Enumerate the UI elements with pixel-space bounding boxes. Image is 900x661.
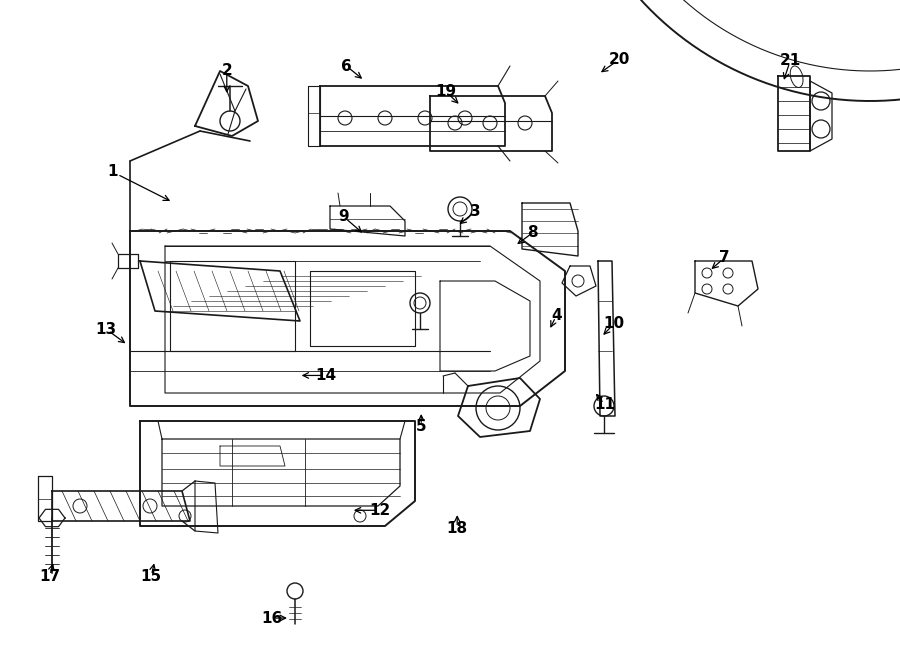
Text: 2: 2: [221, 63, 232, 78]
Text: 13: 13: [95, 322, 117, 336]
Text: 18: 18: [446, 522, 468, 536]
Text: 10: 10: [603, 317, 625, 331]
Text: 16: 16: [261, 611, 283, 625]
Text: 21: 21: [779, 54, 801, 68]
Text: 17: 17: [39, 569, 60, 584]
Text: 4: 4: [551, 309, 562, 323]
Text: 11: 11: [594, 397, 616, 412]
Text: 1: 1: [107, 165, 118, 179]
Text: 19: 19: [435, 84, 456, 98]
Text: 8: 8: [527, 225, 538, 240]
Text: 14: 14: [315, 368, 337, 383]
Text: 3: 3: [470, 204, 481, 219]
Text: 6: 6: [341, 59, 352, 73]
Text: 5: 5: [416, 419, 427, 434]
Text: 15: 15: [140, 569, 162, 584]
Text: 9: 9: [338, 210, 349, 224]
Text: 12: 12: [369, 503, 391, 518]
Text: 20: 20: [608, 52, 630, 67]
Text: 7: 7: [719, 251, 730, 265]
